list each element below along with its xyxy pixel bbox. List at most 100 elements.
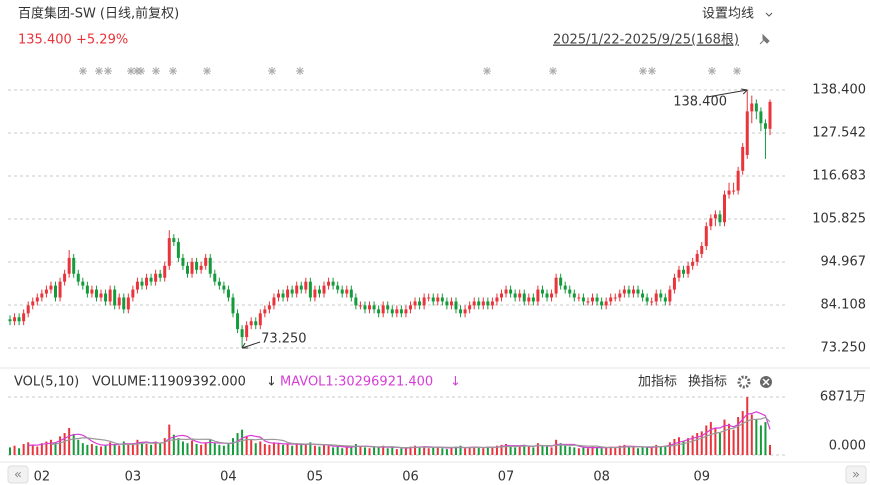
candle-body <box>677 269 681 278</box>
change: +5.29% <box>76 33 128 48</box>
candle-body <box>686 265 690 274</box>
dropdown-icon[interactable] <box>765 12 773 17</box>
vol-value: VOLUME:11909392.000 <box>92 375 246 390</box>
y-tick-label: 73.250 <box>821 340 867 355</box>
candle-body <box>445 301 449 306</box>
volume-bar <box>709 422 712 455</box>
candle-body <box>609 297 613 302</box>
volume-bar <box>254 443 257 455</box>
stock-title: 百度集团-SW (日线,前复权) <box>18 6 179 22</box>
scroll-right-icon[interactable]: » <box>852 468 860 483</box>
x-tick-label: 03 <box>125 470 142 485</box>
candle-body <box>327 281 331 286</box>
volume-bar <box>323 444 326 455</box>
volume-bar <box>759 425 762 455</box>
indicator-button[interactable]: 加指标 <box>638 375 677 390</box>
volume-bar <box>650 447 653 455</box>
candle-body <box>90 289 94 294</box>
vol-title: VOL(5,10) <box>14 375 79 390</box>
candle-body <box>317 289 321 294</box>
candle-body <box>682 269 686 274</box>
volume-bar <box>491 447 494 455</box>
volume-bar <box>145 444 148 455</box>
scroll-left[interactable] <box>7 465 29 484</box>
candle-body <box>381 305 385 314</box>
volume-bar <box>718 433 721 455</box>
volume-bar <box>350 445 353 455</box>
volume-bar <box>22 444 25 455</box>
candle-body <box>390 309 394 314</box>
candle-body <box>181 257 185 266</box>
candle-body <box>354 297 358 306</box>
candle-body <box>568 289 572 294</box>
ma-setting[interactable]: 设置均线 <box>702 7 754 22</box>
candle-body <box>468 305 472 310</box>
mavol-arrow: ↓ <box>450 375 461 390</box>
volume-bar <box>500 444 503 455</box>
scroll-left-icon[interactable]: « <box>14 468 22 483</box>
volume-bar <box>591 446 594 455</box>
y-tick-label: 6871万 <box>820 390 866 405</box>
volume-bar <box>272 442 275 455</box>
scroll-right[interactable] <box>845 465 867 484</box>
volume-bar <box>732 429 735 455</box>
candle-body <box>636 289 640 294</box>
volume-bar <box>81 443 84 455</box>
volume-bar <box>423 446 426 455</box>
pin-icon[interactable] <box>759 33 770 45</box>
candle-body <box>195 261 199 270</box>
candle-body <box>522 293 526 302</box>
candle-body <box>472 301 476 306</box>
candle-body <box>281 293 285 298</box>
candle-body <box>17 317 21 322</box>
volume-bar <box>27 442 30 455</box>
candle-body <box>267 305 271 310</box>
volume-bar <box>441 448 444 455</box>
date-range[interactable]: 2025/1/22-2025/9/25(168根) <box>553 33 739 48</box>
candle-body <box>349 289 353 298</box>
candle-body <box>536 289 540 302</box>
candle-body <box>131 289 135 298</box>
mavol-line <box>50 416 771 449</box>
volume-bar <box>90 444 93 455</box>
candle-body <box>149 277 153 282</box>
candle-body <box>704 226 708 247</box>
volume-bar <box>568 446 571 455</box>
candle-body <box>204 257 208 266</box>
candle-body <box>691 261 695 266</box>
event-marker <box>733 67 741 75</box>
candle-body <box>358 305 362 307</box>
candle-body <box>345 289 349 294</box>
close-x[interactable] <box>762 378 770 386</box>
volume-bar <box>459 445 462 455</box>
volume-bar <box>136 439 139 455</box>
volume-bar <box>313 445 316 455</box>
volume-bar <box>131 443 134 455</box>
candle-body <box>67 257 71 274</box>
candle-body <box>449 301 453 306</box>
volume-bar <box>122 441 125 455</box>
volume-bar <box>373 447 376 455</box>
volume-bar <box>72 433 75 455</box>
volume-bar <box>231 438 234 455</box>
candle-body <box>340 289 344 294</box>
indicator-button[interactable]: 换指标 <box>688 375 727 390</box>
volume-bar <box>550 447 553 455</box>
candle-body <box>722 194 726 223</box>
candle-body <box>745 111 749 155</box>
candle-body <box>540 289 544 294</box>
candle-body <box>272 297 276 306</box>
volume-bar <box>391 447 394 455</box>
candle-body <box>140 281 144 286</box>
volume-bar <box>295 443 298 455</box>
candle-body <box>263 309 267 314</box>
volume-bar <box>677 437 680 455</box>
candle-body <box>63 273 67 282</box>
candle-body <box>199 265 203 270</box>
candle-body <box>158 273 162 278</box>
settings-icon[interactable] <box>737 375 751 389</box>
volume-bar <box>454 446 457 455</box>
candle-body <box>727 190 731 195</box>
